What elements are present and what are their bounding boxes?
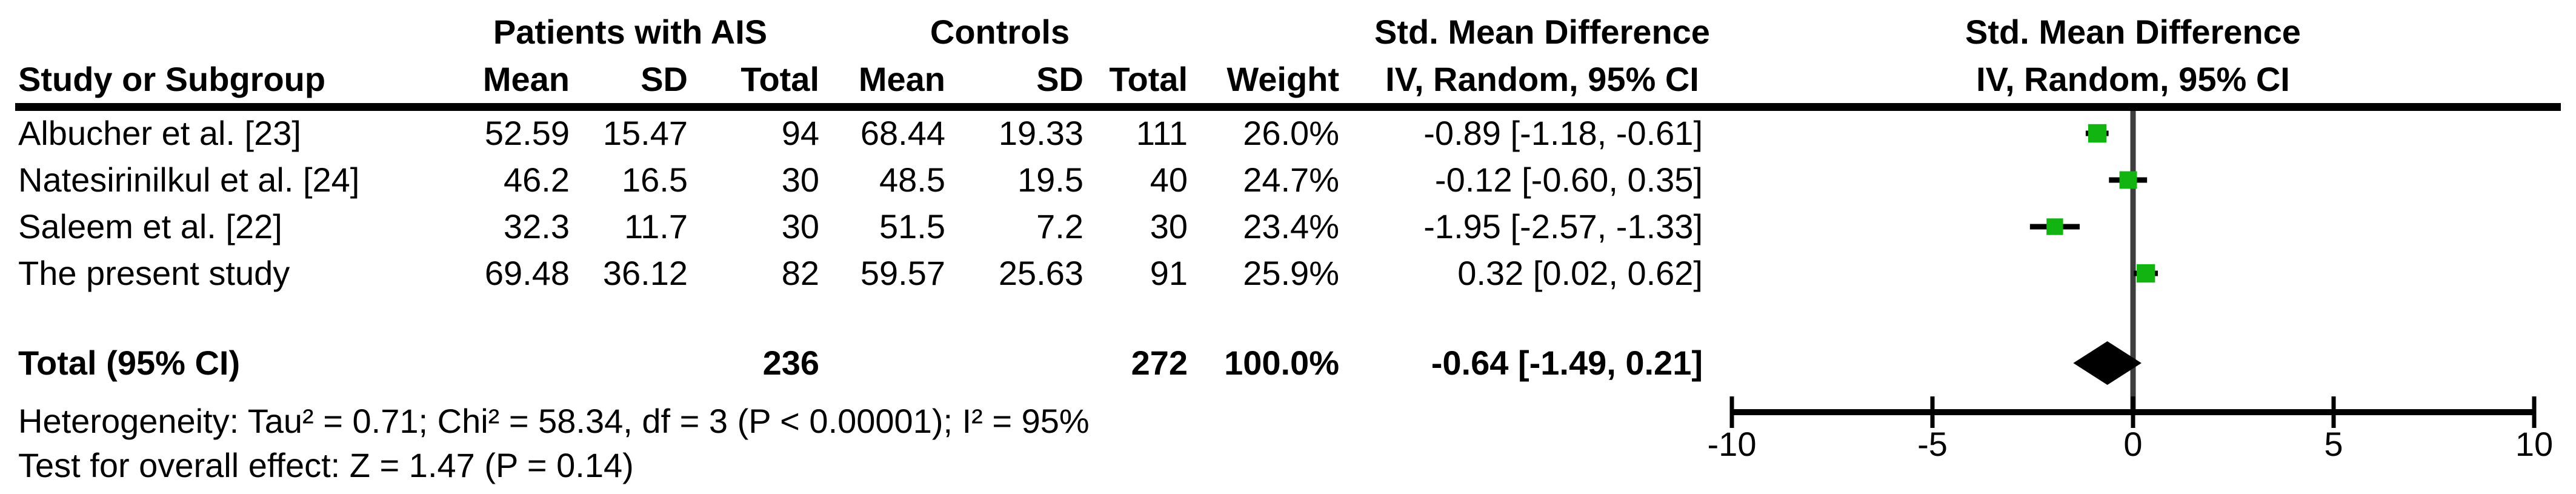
col-header-total-ais: Total — [741, 60, 819, 98]
study-weight-marker — [2137, 264, 2155, 283]
total-exp-participants: 236 — [762, 344, 819, 382]
x-axis-tick-label: -10 — [1708, 425, 1757, 463]
col-header-total-controls: Total — [1109, 60, 1188, 98]
study-total-exp: 94 — [781, 114, 819, 152]
study-total-ctrl: 111 — [1136, 114, 1188, 152]
x-axis-tick-label: -5 — [1917, 425, 1948, 463]
study-sd-exp: 36.12 — [602, 254, 688, 292]
study-sd-ctrl: 7.2 — [1036, 207, 1083, 245]
study-mean-exp: 46.2 — [504, 161, 570, 199]
total-smd-ci: -0.64 [-1.49, 0.21] — [1431, 344, 1703, 382]
study-name: Natesirinilkul et al. [24] — [18, 161, 360, 199]
total-weight: 100.0% — [1224, 344, 1339, 382]
study-total-ctrl: 30 — [1150, 207, 1188, 245]
study-name: Saleem et al. [22] — [18, 207, 282, 245]
total-ctrl-participants: 272 — [1131, 344, 1188, 382]
col-header-sd-controls: SD — [1036, 60, 1083, 98]
study-mean-ctrl: 51.5 — [879, 207, 945, 245]
x-axis-tick-label: 5 — [2324, 425, 2343, 463]
study-total-ctrl: 91 — [1150, 254, 1188, 292]
study-mean-exp: 69.48 — [484, 254, 570, 292]
overall-effect-test-text: Test for overall effect: Z = 1.47 (P = 0… — [18, 446, 634, 484]
study-smd-ci: -1.95 [-2.57, -1.33] — [1423, 207, 1703, 245]
study-mean-exp: 52.59 — [484, 114, 570, 152]
study-mean-ctrl: 59.57 — [860, 254, 945, 292]
x-axis-tick-label: 10 — [2515, 425, 2553, 463]
study-total-exp: 30 — [781, 161, 819, 199]
study-weight: 23.4% — [1243, 207, 1339, 245]
col-header-study: Study or Subgroup — [18, 60, 326, 98]
group-header-controls: Controls — [930, 13, 1070, 51]
x-axis-tick-label: 0 — [2123, 425, 2142, 463]
study-total-exp: 82 — [781, 254, 819, 292]
study-name: Albucher et al. [23] — [18, 114, 301, 152]
smd-plot-column-title: Std. Mean Difference — [1965, 13, 2301, 51]
study-total-ctrl: 40 — [1150, 161, 1188, 199]
smd-text-column-title: Std. Mean Difference — [1374, 13, 1710, 51]
heterogeneity-stats-text: Heterogeneity: Tau² = 0.71; Chi² = 58.34… — [18, 402, 1090, 440]
study-sd-exp: 15.47 — [602, 114, 688, 152]
col-header-mean-ais: Mean — [482, 60, 570, 98]
study-smd-ci: -0.89 [-1.18, -0.61] — [1423, 114, 1703, 152]
col-header-smd-ci-plot: IV, Random, 95% CI — [1976, 60, 2290, 98]
study-weight-marker — [2088, 124, 2107, 143]
study-mean-ctrl: 48.5 — [879, 161, 945, 199]
study-mean-ctrl: 68.44 — [860, 114, 945, 152]
study-weight: 25.9% — [1243, 254, 1339, 292]
study-total-exp: 30 — [781, 207, 819, 245]
study-weight: 24.7% — [1243, 161, 1339, 199]
study-weight-marker — [2119, 171, 2137, 189]
study-sd-exp: 11.7 — [624, 207, 688, 245]
col-header-smd-ci-text: IV, Random, 95% CI — [1385, 60, 1699, 98]
study-sd-exp: 16.5 — [622, 161, 688, 199]
group-header-patients-with-ais: Patients with AIS — [493, 13, 768, 51]
col-header-weight: Weight — [1226, 60, 1339, 98]
study-sd-ctrl: 19.33 — [998, 114, 1083, 152]
study-sd-ctrl: 19.5 — [1017, 161, 1083, 199]
col-header-sd-ais: SD — [641, 60, 688, 98]
study-weight: 26.0% — [1243, 114, 1339, 152]
study-sd-ctrl: 25.63 — [998, 254, 1083, 292]
total-row-label: Total (95% CI) — [18, 344, 241, 382]
study-weight-marker — [2046, 218, 2063, 235]
pooled-effect-diamond — [2073, 341, 2142, 385]
study-name: The present study — [18, 254, 290, 292]
col-header-mean-controls: Mean — [858, 60, 945, 98]
header-divider-rule — [15, 103, 2561, 111]
study-smd-ci: -0.12 [-0.60, 0.35] — [1434, 161, 1703, 199]
study-mean-exp: 32.3 — [504, 207, 570, 245]
study-smd-ci: 0.32 [0.02, 0.62] — [1457, 254, 1703, 292]
